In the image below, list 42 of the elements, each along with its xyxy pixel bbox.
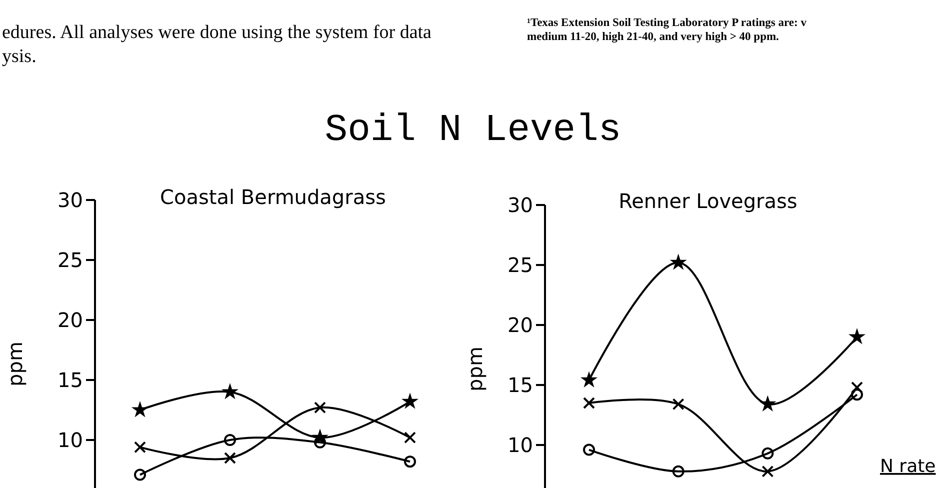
y-tick-label: 25 xyxy=(58,248,83,272)
point xyxy=(583,397,595,409)
point xyxy=(672,465,684,478)
point xyxy=(762,447,774,460)
point xyxy=(224,452,236,464)
point xyxy=(224,434,236,446)
point xyxy=(404,432,416,444)
text: medium 11-20, high 21-40, and very high > 40 ppm. xyxy=(527,31,780,43)
point xyxy=(583,444,595,456)
point xyxy=(314,402,326,414)
point xyxy=(851,388,863,401)
y-tick-label: 30 xyxy=(58,188,83,212)
y-axis-title: ppm xyxy=(3,342,27,386)
y-tick-label: 30 xyxy=(508,193,533,217)
point xyxy=(848,328,866,344)
y-axis-title: ppm xyxy=(463,346,487,392)
chart-subtitle: Coastal Bermudagrass xyxy=(160,185,386,209)
y-tick-label: 20 xyxy=(508,313,533,337)
y-tick-label: 20 xyxy=(58,308,83,332)
y-tick-label: 15 xyxy=(508,373,533,397)
point xyxy=(221,383,239,400)
point xyxy=(131,401,149,418)
y-tick-label: 10 xyxy=(508,433,533,457)
point xyxy=(580,371,598,388)
text: ¹Texas Extension Soil Testing Laboratory P ratings are: v xyxy=(527,17,807,29)
point xyxy=(762,465,774,478)
y-tick-label: 25 xyxy=(508,253,533,277)
legend-title: N rate xyxy=(880,456,936,477)
point xyxy=(851,381,863,394)
point xyxy=(134,441,146,454)
text: ysis. xyxy=(2,46,36,67)
point xyxy=(401,392,419,409)
point xyxy=(759,395,776,412)
y-tick-label: 10 xyxy=(58,428,83,452)
text: edures. All analyses were done using the system for data xyxy=(2,22,432,43)
point xyxy=(134,468,146,481)
y-tick-label: 15 xyxy=(58,368,83,392)
point xyxy=(672,398,684,410)
point xyxy=(404,456,416,468)
chart-subtitle: Renner Lovegrass xyxy=(618,189,798,213)
chart-title: Soil N Levels xyxy=(324,109,622,152)
point xyxy=(670,254,687,270)
